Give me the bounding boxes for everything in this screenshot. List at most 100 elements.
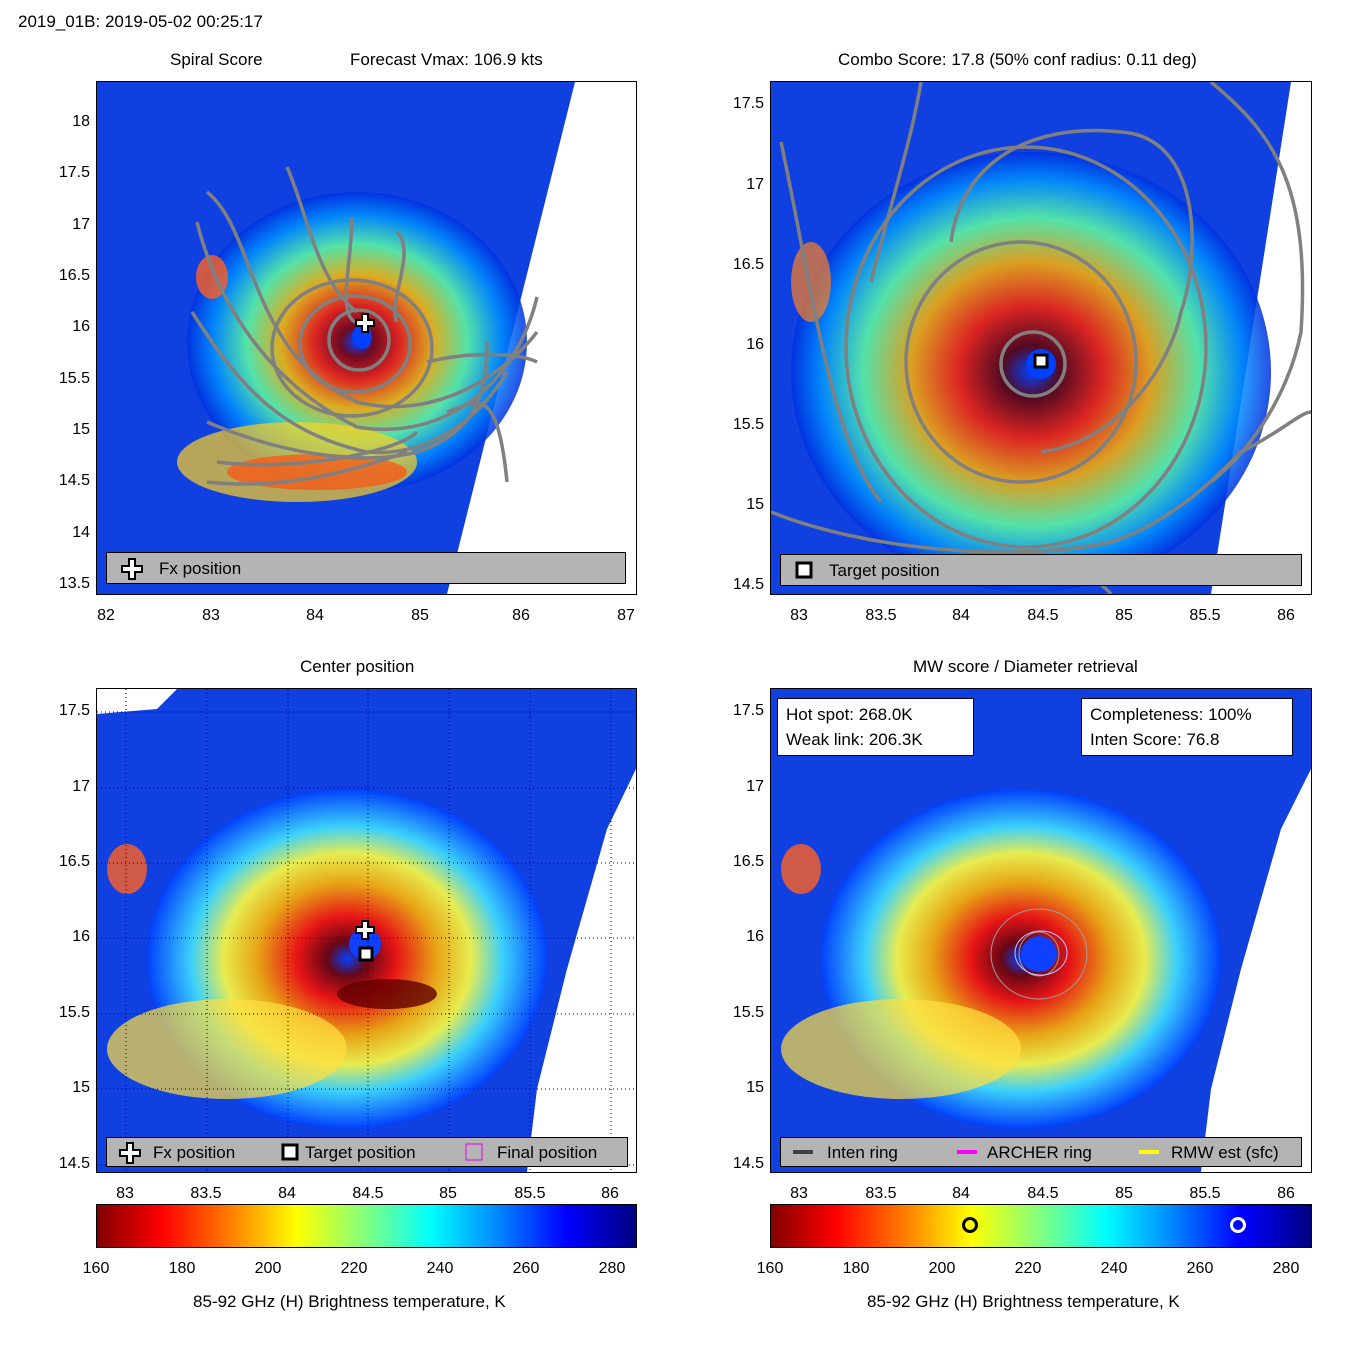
- colorbar-tick: 200: [254, 1260, 282, 1277]
- mw-ytick: 16: [746, 928, 764, 945]
- legend-fx-label: Fx position: [153, 1143, 236, 1162]
- completeness-box: Completeness: 100% Inten Score: 76.8: [1081, 698, 1293, 756]
- combo-xtick: 84: [952, 607, 970, 624]
- mw-heatmap: [771, 689, 1311, 1172]
- hot-spot-box: Hot spot: 268.0K Weak link: 206.3K: [777, 698, 974, 756]
- colorbar-label: 85-92 GHz (H) Brightness temperature, K: [193, 1292, 506, 1311]
- spiral-ytick: 16.5: [58, 267, 90, 284]
- spiral-xtick: 83: [202, 607, 220, 624]
- weak-link-value: Weak link: 206.3K: [786, 730, 923, 749]
- combo-xtick: 85.5: [1189, 607, 1221, 624]
- mw-ytick: 15: [746, 1079, 764, 1096]
- combo-xtick: 83: [790, 607, 808, 624]
- colorbar-tick: 240: [426, 1260, 454, 1277]
- combo-xtick: 85: [1115, 607, 1133, 624]
- colorbar-tick: 160: [756, 1260, 784, 1277]
- plus-icon: [121, 558, 143, 580]
- combo-ytick: 16.5: [732, 256, 764, 273]
- legend-fx-label: Fx position: [159, 559, 242, 578]
- legend-archer-label: ARCHER ring: [987, 1143, 1092, 1162]
- completeness-value: Completeness: 100%: [1090, 705, 1252, 724]
- combo-ytick: 17: [746, 176, 764, 193]
- square-icon: [795, 561, 813, 579]
- spiral-xtick: 85: [411, 607, 429, 624]
- spiral-legend: Fx position: [106, 552, 626, 584]
- mw-xtick: 85: [1115, 1185, 1133, 1202]
- colorbar-tick: 180: [168, 1260, 196, 1277]
- combo-ytick: 15.5: [732, 416, 764, 433]
- colorbar-tick: 280: [1272, 1260, 1300, 1277]
- spiral-xtick: 84: [306, 607, 324, 624]
- mw-xtick: 83: [790, 1185, 808, 1202]
- colorbar-tick: 260: [1186, 1260, 1214, 1277]
- hot-spot-value: Hot spot: 268.0K: [786, 705, 913, 724]
- mw-xtick: 84.5: [1027, 1185, 1059, 1202]
- magenta-square-icon: [465, 1143, 483, 1161]
- figure-header: 2019_01B: 2019-05-02 00:25:17: [18, 12, 263, 31]
- spiral-ytick: 17: [72, 216, 90, 233]
- colorbar-right: [770, 1204, 1312, 1248]
- spiral-xtick: 87: [617, 607, 635, 624]
- center-xtick: 86: [601, 1185, 619, 1202]
- spiral-xtick: 86: [512, 607, 530, 624]
- center-xtick: 84: [278, 1185, 296, 1202]
- center-legend: Fx position Target position Final positi…: [106, 1137, 628, 1167]
- inten-ring-line-icon: [793, 1150, 813, 1154]
- colorbar-tick: 260: [512, 1260, 540, 1277]
- center-ytick: 14.5: [58, 1155, 90, 1172]
- center-ytick: 16: [72, 928, 90, 945]
- combo-ytick: 15: [746, 496, 764, 513]
- hot-spot-marker: [1230, 1217, 1246, 1233]
- colorbar-tick: 240: [1100, 1260, 1128, 1277]
- colorbar-tick: 220: [1014, 1260, 1042, 1277]
- center-xtick: 85.5: [514, 1185, 546, 1202]
- center-ytick: 17.5: [58, 702, 90, 719]
- square-icon: [281, 1143, 299, 1161]
- combo-xtick: 83.5: [865, 607, 897, 624]
- combo-heatmap: [771, 82, 1311, 594]
- center-xtick: 83.5: [190, 1185, 222, 1202]
- combo-ytick: 14.5: [732, 576, 764, 593]
- legend-rmw-label: RMW est (sfc): [1171, 1143, 1279, 1162]
- combo-ytick: 16: [746, 336, 764, 353]
- mw-xtick: 86: [1277, 1185, 1295, 1202]
- combo-title: Combo Score: 17.8 (50% conf radius: 0.11…: [838, 50, 1197, 69]
- spiral-ytick: 14: [72, 524, 90, 541]
- combo-legend: Target position: [780, 554, 1302, 586]
- mw-xtick: 84: [952, 1185, 970, 1202]
- spiral-ytick: 14.5: [58, 472, 90, 489]
- colorbar-tick: 180: [842, 1260, 870, 1277]
- mw-ytick: 17: [746, 778, 764, 795]
- mw-ytick: 16.5: [732, 853, 764, 870]
- spiral-heatmap: [97, 82, 636, 594]
- spiral-vmax: Forecast Vmax: 106.9 kts: [350, 50, 543, 69]
- mw-xtick: 85.5: [1189, 1185, 1221, 1202]
- plus-icon: [119, 1142, 141, 1164]
- weak-link-marker: [962, 1217, 978, 1233]
- mw-ytick: 15.5: [732, 1004, 764, 1021]
- spiral-ytick: 16: [72, 318, 90, 335]
- colorbar-left: [96, 1204, 637, 1248]
- target-position-marker: [358, 946, 374, 962]
- spiral-ytick: 17.5: [58, 164, 90, 181]
- legend-target-label: Target position: [829, 561, 940, 580]
- rmw-line-icon: [1139, 1150, 1159, 1154]
- colorbar-label: 85-92 GHz (H) Brightness temperature, K: [867, 1292, 1180, 1311]
- center-xtick: 84.5: [352, 1185, 384, 1202]
- target-position-marker: [1033, 353, 1049, 369]
- spiral-plot: Fx position: [96, 81, 637, 595]
- mw-ytick: 17.5: [732, 702, 764, 719]
- mw-ytick: 14.5: [732, 1155, 764, 1172]
- mw-xtick: 83.5: [865, 1185, 897, 1202]
- center-xtick: 85: [439, 1185, 457, 1202]
- combo-ytick: 17.5: [732, 95, 764, 112]
- colorbar-tick: 220: [340, 1260, 368, 1277]
- legend-final-label: Final position: [497, 1143, 598, 1162]
- mw-legend: Inten ring ARCHER ring RMW est (sfc): [780, 1137, 1302, 1167]
- spiral-title: Spiral Score: [170, 50, 263, 69]
- center-heatmap: [97, 689, 636, 1172]
- center-plot: Fx position Target position Final positi…: [96, 688, 637, 1173]
- combo-xtick: 86: [1277, 607, 1295, 624]
- mw-plot: Hot spot: 268.0K Weak link: 206.3K Compl…: [770, 688, 1312, 1173]
- center-xtick: 83: [116, 1185, 134, 1202]
